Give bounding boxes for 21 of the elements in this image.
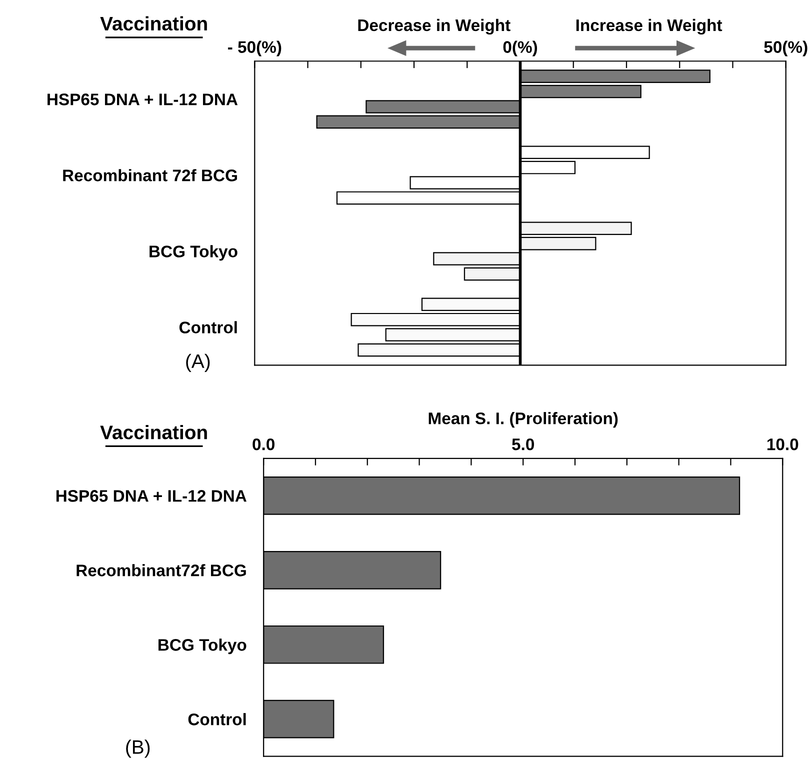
y-tick-label: Control xyxy=(188,713,246,726)
x-tick-label: 10.0 xyxy=(767,438,798,450)
text: (A) xyxy=(186,354,210,372)
y-tick-label: Recombinant 72f BCG xyxy=(63,169,237,182)
text: (B) xyxy=(126,740,150,758)
y-tick-label: Control xyxy=(179,321,237,334)
text: Decrease in Weight xyxy=(358,18,510,35)
y-tick-label: BCG Tokyo xyxy=(150,245,238,261)
text: Increase in Weight xyxy=(576,18,722,35)
y-tick-label: BCG Tokyo xyxy=(158,638,246,654)
y-axis-title: Vaccination xyxy=(100,16,207,31)
x-tick-label: 5.0 xyxy=(512,438,534,450)
y-axis-title: Vaccination xyxy=(100,424,207,440)
x-tick-label: 0(%) xyxy=(503,40,538,56)
x-axis-title: Mean S. I. (Proliferation) xyxy=(428,412,618,428)
x-tick-label: 0.0 xyxy=(252,438,274,450)
y-tick-label: HSP65 DNA + IL-12 DNA xyxy=(48,94,238,106)
y-tick-label: Recombinant72f BCG xyxy=(76,564,246,576)
x-tick-label: 50(%) xyxy=(764,40,808,56)
y-tick-label: HSP65 DNA + IL-12 DNA xyxy=(56,490,246,502)
x-tick-label: - 50(%) xyxy=(228,40,282,56)
